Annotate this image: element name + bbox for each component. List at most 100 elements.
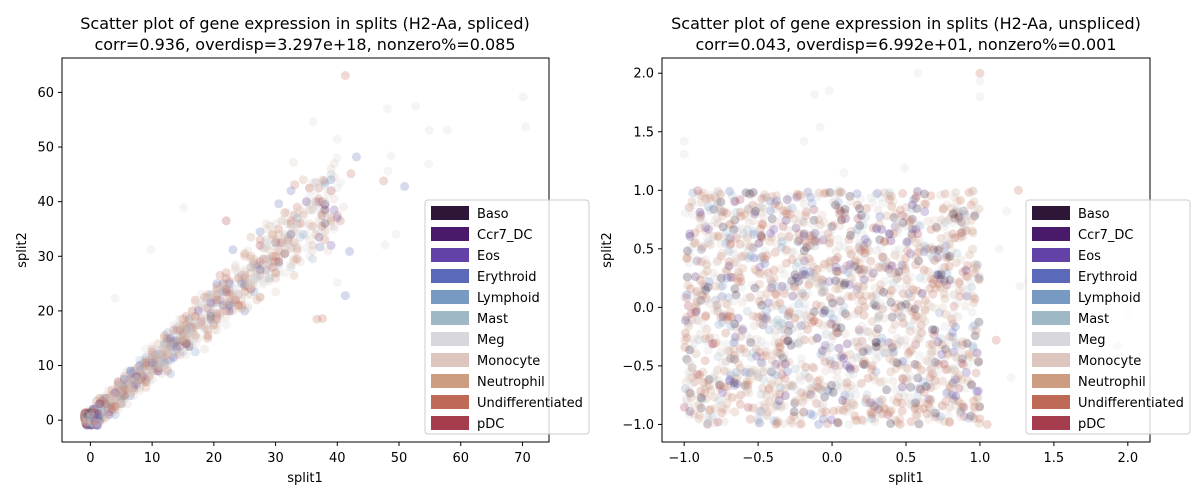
data-point	[246, 279, 256, 289]
data-point	[927, 409, 937, 419]
x-tick-label: 1.5	[1044, 451, 1065, 466]
data-point	[905, 399, 915, 409]
data-point	[726, 272, 736, 282]
data-point	[698, 367, 708, 377]
data-point	[890, 415, 900, 425]
data-point	[187, 328, 197, 338]
data-point	[95, 407, 105, 417]
unspliced-scatter-panel: −1.0 −0.5 0.0 0.5 1.0 1.5 2.0 −1.0−0.50.00.51.…	[600, 14, 1191, 486]
data-point	[958, 206, 968, 216]
data-point	[181, 325, 191, 335]
data-point	[727, 392, 737, 402]
data-point	[835, 360, 845, 370]
data-point	[691, 288, 701, 298]
data-point	[756, 358, 766, 368]
data-point	[86, 408, 96, 418]
data-point	[116, 385, 126, 395]
data-point	[849, 383, 859, 393]
data-point	[839, 280, 849, 290]
data-point	[163, 333, 172, 343]
data-point	[884, 410, 894, 420]
data-point	[163, 339, 172, 349]
data-point	[803, 187, 813, 197]
data-point	[801, 238, 811, 247]
data-point	[729, 378, 739, 388]
data-point	[85, 418, 95, 428]
data-point	[268, 235, 277, 245]
data-point	[277, 238, 287, 248]
data-point	[200, 322, 210, 332]
data-point	[89, 407, 98, 417]
data-point	[84, 415, 94, 425]
data-point	[741, 232, 751, 242]
data-point	[107, 402, 117, 411]
x-tick-label: 40	[329, 451, 346, 466]
data-point	[956, 255, 966, 265]
data-point	[770, 204, 780, 214]
data-point	[317, 221, 327, 231]
data-point	[230, 265, 240, 275]
data-point	[92, 420, 102, 430]
data-point	[687, 373, 697, 382]
data-point	[227, 298, 237, 308]
data-point	[937, 268, 947, 278]
data-point	[138, 372, 148, 381]
data-point	[932, 367, 942, 377]
data-point	[206, 314, 216, 324]
data-point	[730, 351, 739, 360]
data-point	[89, 404, 98, 414]
data-point	[911, 410, 920, 420]
data-point	[92, 407, 102, 417]
data-point	[809, 363, 819, 373]
data-point	[775, 349, 785, 359]
data-point	[748, 226, 758, 236]
data-point	[771, 419, 781, 429]
data-point	[924, 394, 933, 404]
data-point	[813, 383, 823, 392]
data-point	[95, 407, 105, 417]
data-point	[166, 350, 176, 360]
data-point	[268, 251, 277, 261]
data-point	[886, 191, 896, 201]
data-point	[172, 344, 182, 354]
data-point	[945, 214, 954, 224]
data-point	[89, 407, 98, 417]
data-point	[923, 299, 933, 309]
data-point	[758, 212, 768, 222]
data-point	[729, 249, 739, 259]
data-point	[724, 346, 734, 356]
data-point	[98, 402, 108, 411]
data-point	[89, 404, 98, 414]
data-point	[712, 300, 722, 310]
data-point	[725, 354, 735, 364]
data-point	[86, 420, 96, 430]
data-point	[218, 287, 228, 297]
data-point	[323, 246, 333, 256]
data-point	[781, 327, 791, 337]
data-point	[292, 213, 302, 223]
legend-swatch	[431, 248, 469, 262]
data-point	[715, 204, 724, 214]
data-point	[812, 279, 822, 289]
data-point	[83, 417, 93, 427]
data-point	[87, 413, 97, 423]
data-point	[113, 404, 123, 414]
data-point	[738, 229, 748, 239]
data-point	[817, 408, 827, 418]
data-point	[793, 236, 803, 246]
data-point	[101, 396, 111, 406]
data-point	[135, 369, 145, 379]
data-point	[119, 385, 129, 395]
data-point	[132, 374, 142, 384]
data-point	[710, 333, 720, 343]
data-point	[243, 279, 253, 289]
data-point	[95, 407, 105, 417]
data-point	[92, 408, 102, 418]
data-point	[119, 388, 129, 398]
data-point	[323, 210, 333, 220]
data-point	[713, 375, 723, 385]
data-point	[129, 377, 139, 387]
data-point	[92, 417, 102, 427]
data-point	[972, 348, 982, 358]
data-point	[79, 414, 89, 424]
